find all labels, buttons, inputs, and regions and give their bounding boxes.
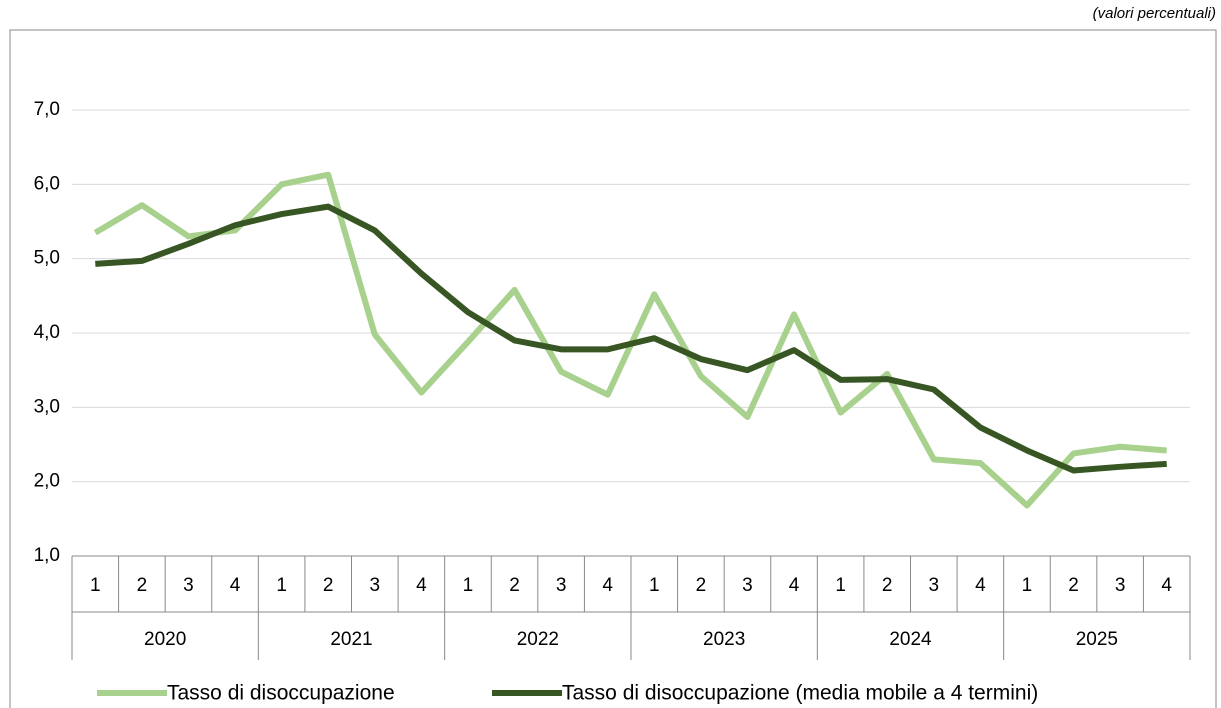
chart-frame: [9, 29, 1217, 708]
x-tick-label: 1: [649, 575, 660, 596]
x-tick-label: 2: [509, 575, 520, 596]
x-tick-label: 3: [742, 575, 753, 596]
group-label: 2024: [889, 629, 932, 650]
series-line: [93, 171, 1167, 509]
y-tick-label: 6,0: [34, 173, 60, 194]
y-tick-label: 3,0: [34, 396, 60, 417]
x-tick-label: 1: [835, 575, 846, 596]
x-tick-label: 3: [1115, 575, 1126, 596]
x-tick-label: 2: [696, 575, 707, 596]
legend-label: Tasso di disoccupazione: [167, 682, 395, 705]
group-label: 2021: [330, 629, 372, 650]
x-tick-label: 1: [1022, 575, 1033, 596]
x-tick-label: 3: [183, 575, 194, 596]
group-label: 2025: [1076, 629, 1118, 650]
group-label: 2020: [144, 629, 186, 650]
x-tick-label: 3: [929, 575, 940, 596]
x-tick-label: 4: [789, 575, 800, 596]
y-tick-label: 7,0: [34, 99, 60, 120]
x-tick-label: 4: [1161, 575, 1172, 596]
x-tick-label: 4: [975, 575, 986, 596]
y-tick-label: 2,0: [34, 471, 60, 492]
group-label: 2022: [517, 629, 559, 650]
note: (valori percentuali): [1093, 5, 1216, 22]
group-label: 2023: [703, 629, 745, 650]
x-tick-label: 2: [1068, 575, 1079, 596]
x-tick-label: 4: [602, 575, 613, 596]
x-tick-label: 2: [137, 575, 148, 596]
y-tick-label: 5,0: [34, 248, 60, 269]
legend-label: Tasso di disoccupazione (media mobile a …: [562, 682, 1038, 705]
x-tick-label: 1: [463, 575, 474, 596]
y-tick-label: 1,0: [34, 545, 60, 566]
series-line: [95, 203, 1167, 474]
x-tick-label: 2: [323, 575, 334, 596]
y-tick-label: 4,0: [34, 322, 60, 343]
x-tick-label: 4: [416, 575, 427, 596]
x-tick-label: 2: [882, 575, 893, 596]
x-tick-label: 3: [370, 575, 381, 596]
x-tick-label: 1: [90, 575, 101, 596]
x-tick-label: 3: [556, 575, 567, 596]
x-tick-label: 4: [230, 575, 241, 596]
x-tick-label: 1: [276, 575, 287, 596]
